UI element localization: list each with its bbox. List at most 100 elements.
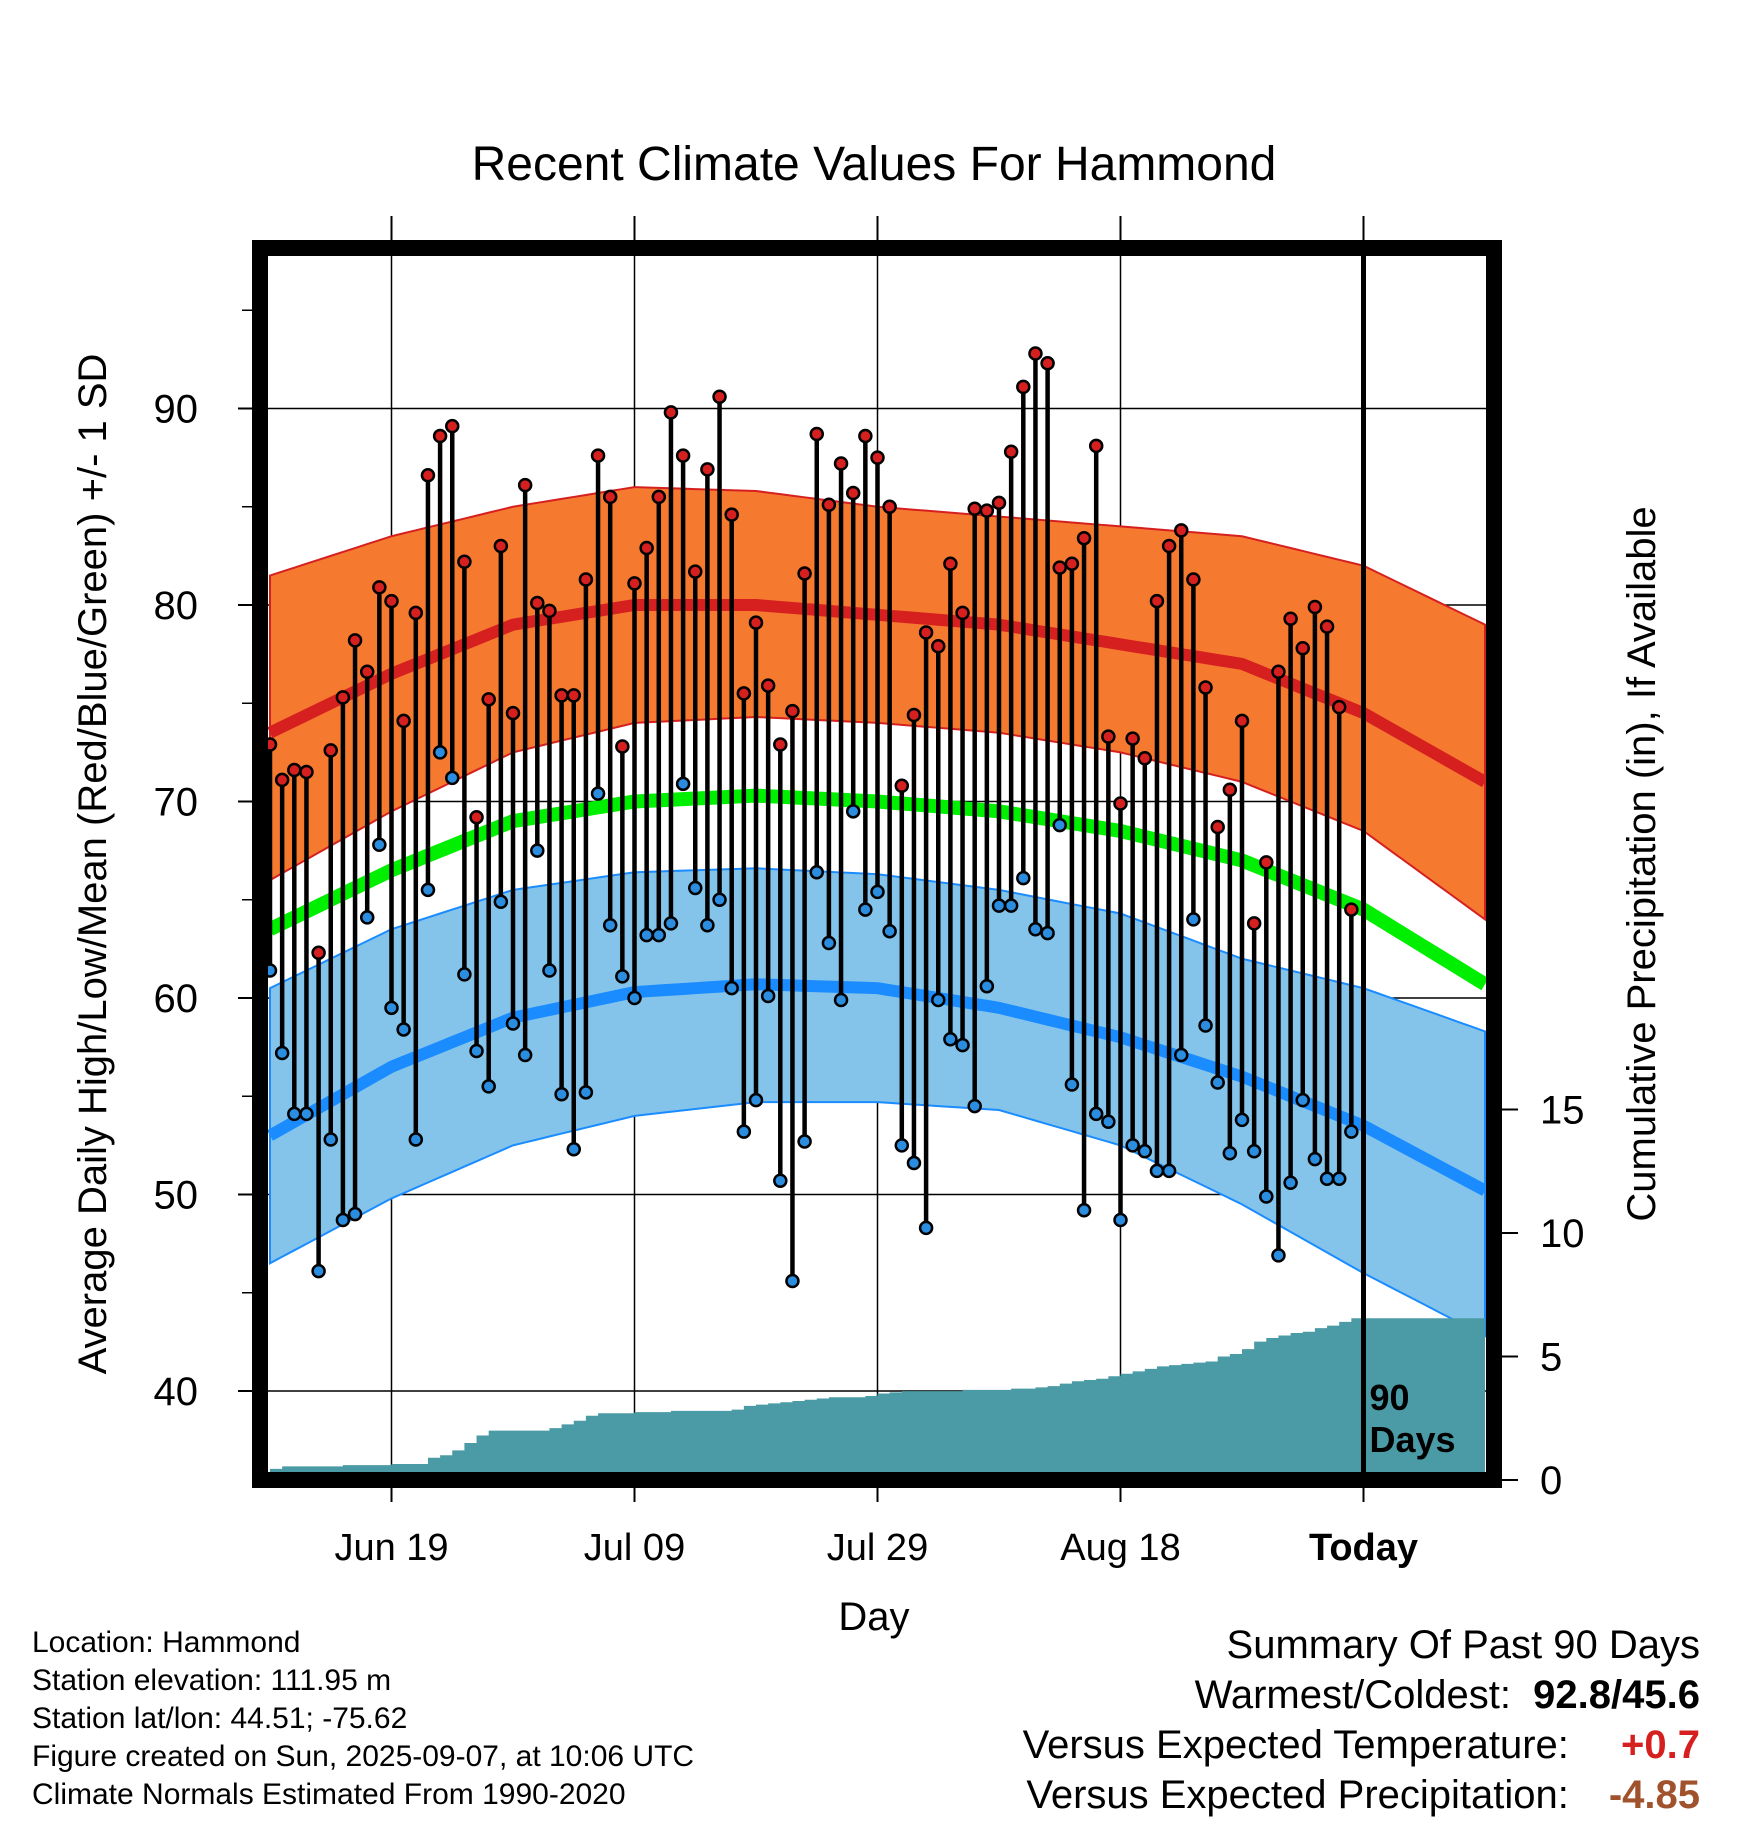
precip-value: -4.85 bbox=[1608, 1773, 1700, 1817]
low-point bbox=[845, 804, 861, 819]
high-point bbox=[347, 633, 363, 648]
high-point bbox=[590, 448, 606, 463]
plot-frame bbox=[252, 240, 1502, 1488]
high-point bbox=[773, 737, 788, 752]
high-point bbox=[1028, 346, 1043, 361]
x-tick-label: Jul 09 bbox=[584, 1527, 685, 1569]
high-point bbox=[724, 507, 739, 522]
high-point bbox=[1210, 819, 1225, 835]
high-point bbox=[481, 692, 496, 707]
x-tick-label: Jun 19 bbox=[334, 1527, 448, 1569]
low-point bbox=[809, 864, 824, 880]
low-point bbox=[1076, 1202, 1092, 1218]
low-point bbox=[493, 894, 509, 909]
low-point bbox=[1149, 1163, 1165, 1179]
low-point bbox=[1028, 921, 1043, 937]
low-point bbox=[1210, 1075, 1225, 1090]
low-point bbox=[736, 1124, 752, 1139]
high-point bbox=[1198, 680, 1213, 695]
high-point bbox=[906, 707, 922, 723]
low-point bbox=[1088, 1106, 1104, 1122]
y-tick-label: 90 bbox=[154, 388, 199, 432]
low-point bbox=[821, 935, 837, 951]
low-point bbox=[639, 927, 654, 943]
low-point bbox=[445, 770, 460, 786]
low-point bbox=[1137, 1144, 1153, 1159]
high-point bbox=[420, 468, 436, 483]
warm-cold-row: Warmest/Coldest: 92.8/45.6 bbox=[1023, 1670, 1700, 1720]
low-point bbox=[1271, 1248, 1286, 1263]
high-point bbox=[1307, 599, 1323, 615]
low-point bbox=[457, 967, 472, 982]
low-point bbox=[323, 1132, 338, 1147]
high-point bbox=[991, 495, 1007, 511]
high-point bbox=[918, 625, 934, 640]
high-point bbox=[299, 764, 314, 780]
low-point bbox=[1161, 1163, 1177, 1179]
low-point bbox=[372, 837, 387, 852]
low-point bbox=[688, 880, 703, 896]
high-point bbox=[1174, 523, 1189, 538]
high-point bbox=[542, 603, 557, 619]
low-point bbox=[299, 1106, 314, 1122]
low-point bbox=[578, 1085, 594, 1100]
low-point bbox=[481, 1079, 496, 1094]
today-marker-days: Days bbox=[1370, 1419, 1456, 1460]
high-point bbox=[1003, 444, 1019, 459]
low-point bbox=[384, 1000, 399, 1016]
x-tick-label: Jul 29 bbox=[827, 1527, 928, 1569]
y-tick-label: 80 bbox=[154, 584, 199, 628]
high-point bbox=[1125, 731, 1140, 746]
high-point bbox=[1234, 713, 1250, 729]
high-point bbox=[615, 739, 630, 754]
high-point bbox=[748, 615, 764, 630]
high-point bbox=[809, 426, 824, 442]
high-point bbox=[1088, 438, 1104, 454]
low-point bbox=[724, 980, 739, 996]
precip-row: Versus Expected Precipitation: -4.85 bbox=[1023, 1770, 1700, 1820]
high-point bbox=[1344, 902, 1359, 917]
high-point bbox=[955, 605, 970, 621]
high-point bbox=[760, 678, 776, 693]
precip-area bbox=[270, 1318, 1485, 1472]
low-normal-line bbox=[268, 978, 1486, 1196]
high-point bbox=[1149, 593, 1165, 609]
y-axis-label: Average Daily High/Low/Mean (Red/Blue/Gr… bbox=[71, 354, 115, 1375]
low-point bbox=[420, 882, 436, 898]
high-point bbox=[505, 705, 521, 721]
low-point bbox=[542, 963, 557, 978]
latlon-text: Station lat/lon: 44.51; -75.62 bbox=[32, 1702, 408, 1735]
high-point bbox=[1113, 796, 1128, 811]
location-text: Location: Hammond bbox=[32, 1626, 301, 1659]
low-point bbox=[505, 1016, 521, 1031]
high-point bbox=[1064, 556, 1080, 571]
low-point bbox=[590, 786, 606, 801]
high-point bbox=[931, 639, 946, 654]
low-point bbox=[797, 1134, 812, 1149]
y2-tick-label: 15 bbox=[1540, 1089, 1585, 1133]
high-point bbox=[578, 572, 594, 587]
high-point bbox=[445, 418, 460, 434]
low-point bbox=[918, 1220, 934, 1236]
low-point bbox=[651, 927, 667, 943]
high-point bbox=[359, 664, 375, 680]
low-point bbox=[1052, 817, 1067, 833]
high-point bbox=[712, 389, 727, 404]
high-point bbox=[1246, 916, 1262, 931]
high-point bbox=[530, 595, 545, 611]
high-point bbox=[736, 686, 752, 701]
low-point bbox=[432, 745, 448, 760]
low-point bbox=[1331, 1171, 1347, 1187]
high-point bbox=[688, 564, 703, 579]
high-point bbox=[1331, 699, 1347, 715]
low-point bbox=[408, 1132, 424, 1147]
low-point bbox=[311, 1263, 326, 1279]
low-point bbox=[1307, 1151, 1323, 1167]
high-point bbox=[372, 580, 387, 595]
low-point bbox=[1344, 1124, 1359, 1139]
high-point bbox=[663, 405, 679, 420]
high-point bbox=[797, 566, 812, 581]
high-point bbox=[1040, 356, 1055, 371]
high-point bbox=[943, 556, 958, 571]
